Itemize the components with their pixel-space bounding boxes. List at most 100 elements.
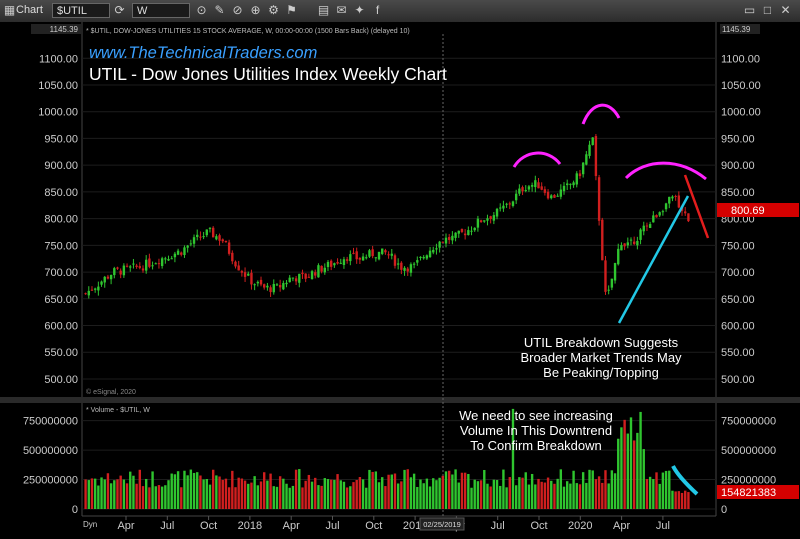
zoom-icon[interactable]: ⊕ — [250, 3, 261, 17]
volume-bar — [358, 477, 362, 509]
candle-body — [90, 289, 94, 291]
candle-body — [377, 251, 381, 260]
candle-body — [432, 249, 435, 253]
volume-bar — [432, 478, 435, 509]
candle-body — [304, 273, 307, 279]
volume-bar — [664, 470, 668, 509]
facebook-icon[interactable]: f — [375, 3, 380, 17]
share-icon[interactable]: ✉ — [336, 3, 347, 17]
volume-bar — [100, 477, 103, 509]
volume-bar — [594, 479, 598, 509]
volume-bar — [374, 471, 378, 509]
window-close-icon[interactable]: ✕ — [780, 3, 791, 17]
draw-icon[interactable]: ✎ — [214, 3, 225, 17]
volume-bar — [317, 485, 320, 509]
volume-bar — [307, 474, 311, 509]
chart-svg[interactable]: 500.00 550.00 600.00 650.00 700.00 750.00 800.… — [0, 22, 800, 534]
search-icon[interactable]: ⊙ — [196, 3, 207, 17]
candle-body — [406, 268, 409, 272]
candle-body — [569, 183, 572, 185]
candle-body — [684, 211, 687, 214]
candle-body — [87, 290, 90, 296]
volume-bar — [109, 483, 113, 509]
volume-bar — [90, 478, 94, 509]
candle-body — [687, 213, 690, 222]
candle-body — [467, 230, 470, 236]
candle-body — [623, 243, 626, 247]
candle-body — [355, 251, 358, 260]
volume-bar — [499, 485, 502, 509]
volume-bar — [591, 470, 594, 509]
volume-bar — [400, 481, 403, 509]
flag-icon[interactable]: ⚑ — [286, 3, 297, 17]
volume-bar — [342, 481, 346, 509]
volume-bar — [639, 411, 642, 509]
volume-bar — [578, 484, 582, 509]
volume-bar — [553, 483, 556, 509]
right-volume-tick: 250000000 — [721, 475, 776, 487]
candle-body — [492, 215, 496, 221]
window-minimize-icon[interactable]: ▭ — [743, 3, 756, 17]
candle-body — [489, 216, 492, 219]
volume-note-line-2: Volume In This Downtrend — [460, 423, 612, 438]
volume-bar — [151, 471, 154, 509]
candle-body — [145, 259, 148, 271]
volume-bar — [428, 486, 432, 509]
candle-body — [151, 265, 154, 267]
calendar-icon[interactable]: ▤ — [317, 3, 330, 17]
candle-body — [629, 239, 633, 241]
refresh-icon[interactable]: ⟳ — [114, 3, 125, 17]
volume-bar — [543, 482, 547, 509]
volume-bar — [301, 487, 304, 509]
candle-body — [256, 281, 260, 284]
chart-title: UTIL - Dow Jones Utilities Index Weekly … — [89, 64, 447, 84]
chart-background — [0, 22, 800, 534]
volume-bar — [492, 479, 496, 509]
volume-bar — [371, 471, 374, 509]
volume-bar — [680, 492, 684, 509]
volume-bar — [486, 483, 489, 509]
candle-body — [160, 258, 164, 267]
candle-body — [556, 195, 559, 197]
candle-body — [199, 236, 202, 238]
topping-arc-2 — [581, 103, 621, 125]
volume-bar — [180, 487, 183, 509]
twitter-icon[interactable]: ✦ — [354, 3, 365, 17]
price-gridlines — [82, 57, 716, 380]
interval-input[interactable]: W — [132, 3, 190, 18]
settings-icon[interactable]: ⚙ — [268, 3, 279, 17]
candle-body — [425, 255, 429, 259]
volume-bar — [141, 486, 145, 509]
window-maximize-icon[interactable]: □ — [763, 3, 772, 17]
volume-bar — [314, 477, 317, 509]
cursor-date: 02/25/2019 — [423, 520, 461, 529]
candle-body — [620, 245, 623, 251]
candle-body — [578, 173, 582, 177]
candle-body — [215, 236, 218, 240]
volume-bar — [658, 483, 661, 509]
chart-area: 500.00 550.00 600.00 650.00 700.00 750.00 800.… — [0, 22, 800, 534]
candle-body — [514, 193, 518, 201]
candle-body — [617, 248, 620, 265]
volume-bar — [483, 469, 486, 509]
volume-bar — [208, 484, 212, 509]
time-tick-label: 2018 — [238, 520, 262, 532]
left-price-tick: 800.00 — [44, 214, 78, 226]
volume-bar — [601, 482, 604, 509]
volume-bar — [294, 469, 298, 509]
volume-bar — [454, 469, 457, 509]
candle-body — [93, 288, 97, 290]
candle-body — [537, 182, 540, 189]
volume-bar — [470, 487, 473, 509]
symbol-input[interactable]: $UTIL — [52, 3, 110, 18]
volume-bar — [441, 475, 445, 509]
left-price-tick: 850.00 — [44, 187, 78, 199]
volume-bar — [668, 470, 671, 509]
volume-bar — [129, 471, 132, 509]
volume-bar — [645, 479, 649, 509]
topping-arc-1 — [512, 151, 562, 168]
volume-bar — [607, 483, 610, 509]
candle-body — [211, 227, 215, 238]
link-icon[interactable]: ⊘ — [232, 3, 243, 17]
candle-body — [307, 276, 311, 278]
